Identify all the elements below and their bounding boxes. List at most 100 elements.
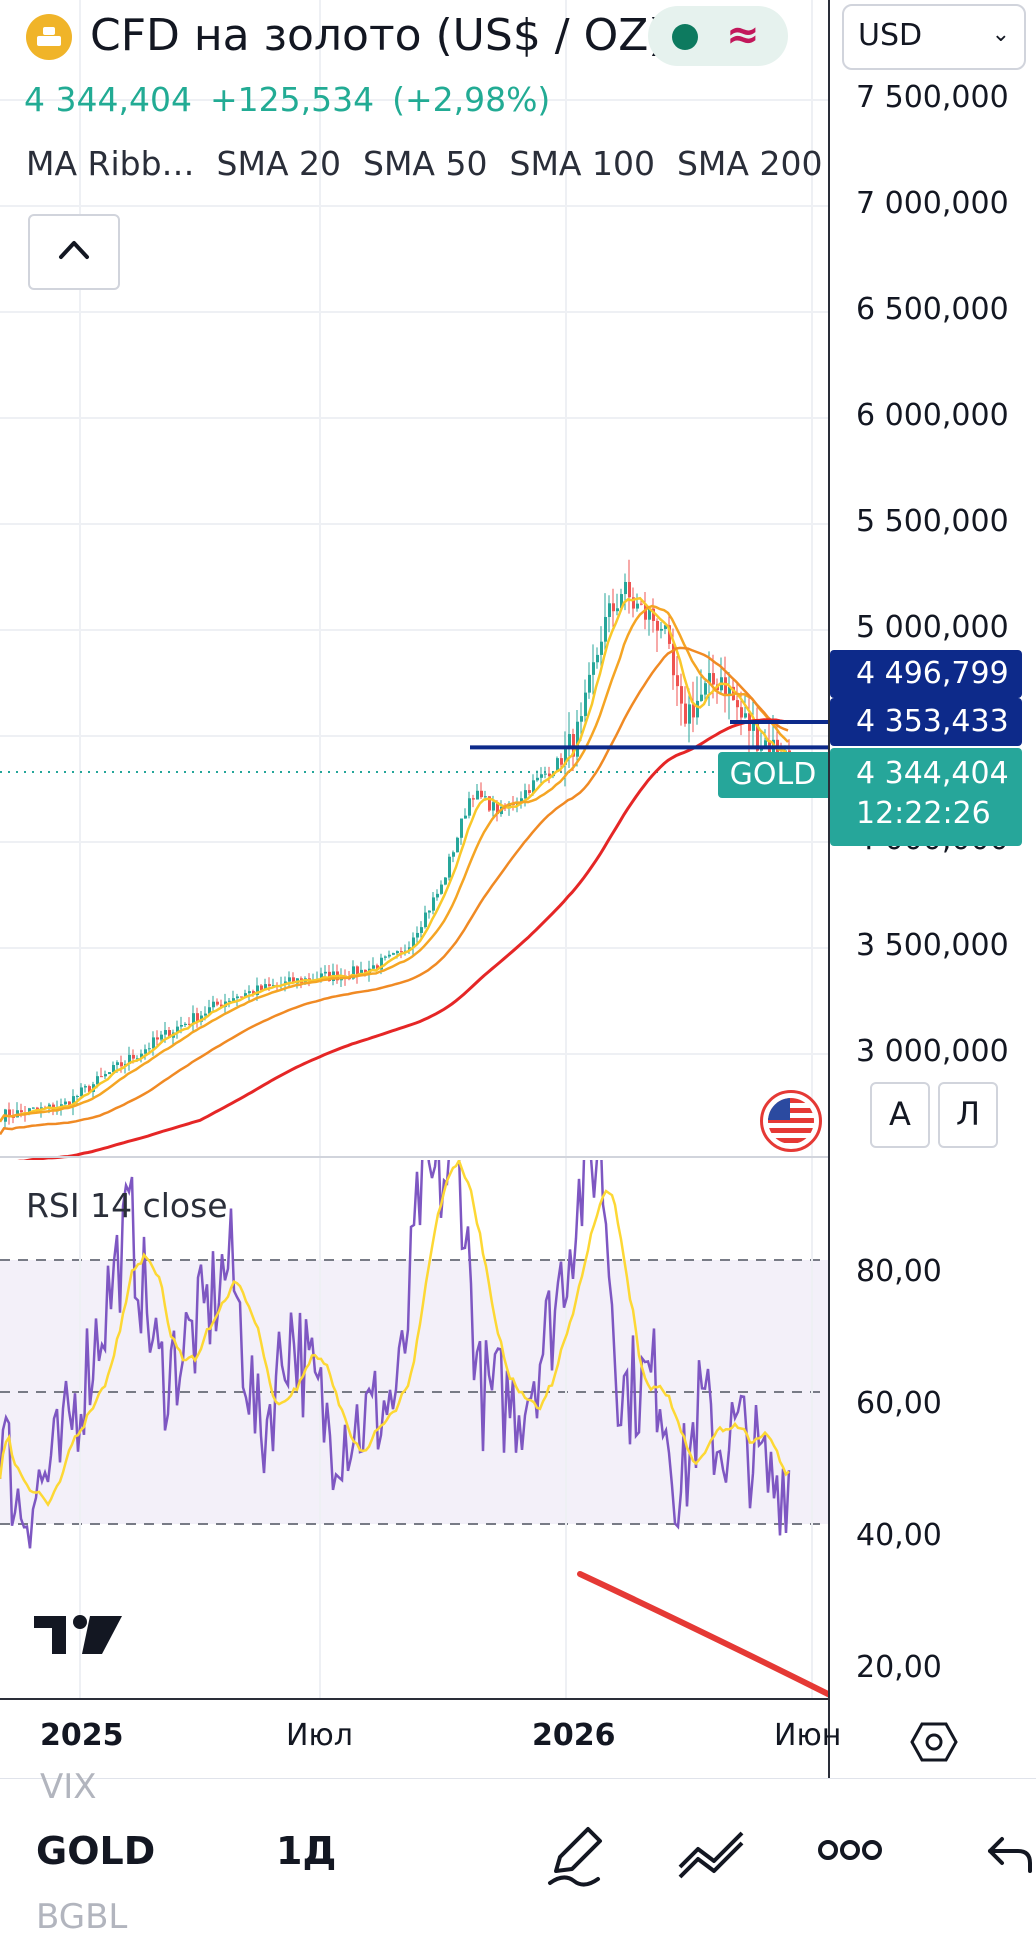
candle: [656, 620, 659, 631]
candle: [164, 1030, 167, 1035]
candle: [132, 1054, 135, 1059]
candle: [20, 1110, 23, 1113]
candle: [488, 796, 491, 811]
rsi-chart-svg[interactable]: [0, 1160, 828, 1700]
candle: [532, 780, 535, 793]
candle: [708, 673, 711, 684]
indicator-sma-20[interactable]: SMA 20: [216, 144, 342, 183]
chart-settings-icon[interactable]: [910, 1720, 958, 1768]
rsi-axis-tick: 60,00: [856, 1386, 942, 1421]
candle: [604, 616, 607, 642]
rsi-axis-tick: 40,00: [856, 1518, 942, 1553]
candle: [372, 965, 375, 969]
candle: [128, 1054, 131, 1064]
candle: [64, 1101, 67, 1105]
candle: [36, 1107, 39, 1110]
candle: [612, 603, 615, 612]
candle: [508, 803, 511, 809]
symbol-price-tag: GOLD: [718, 752, 828, 798]
trend-line-drawing: [577, 1571, 828, 1698]
time-axis[interactable]: [0, 1700, 828, 1778]
candle: [480, 790, 483, 798]
price-axis-tick: 5 500,000: [856, 504, 1009, 539]
candle: [48, 1104, 51, 1108]
indicators-button[interactable]: [676, 1827, 748, 1883]
collapse-legend-button[interactable]: [28, 214, 120, 290]
candle: [192, 1013, 195, 1025]
indicator-sma-50[interactable]: SMA 50: [363, 144, 488, 183]
candle: [80, 1087, 83, 1097]
candle: [148, 1048, 151, 1050]
candle: [76, 1096, 79, 1098]
candle: [236, 996, 239, 999]
drawing-tools-button[interactable]: [544, 1823, 608, 1891]
price-axis-tick: 3 000,000: [856, 1034, 1009, 1069]
candle: [568, 734, 571, 748]
candle: [292, 977, 295, 984]
candle: [384, 956, 387, 958]
candle: [460, 818, 463, 838]
candle: [84, 1086, 87, 1088]
us-flag-icon[interactable]: [760, 1090, 822, 1152]
candle: [496, 802, 499, 815]
candle: [324, 971, 327, 974]
status-badges[interactable]: ≈: [648, 6, 788, 66]
rsi-indicator-title[interactable]: RSI 14 close: [26, 1186, 228, 1225]
candle: [596, 654, 599, 663]
candle: [600, 641, 603, 655]
candle: [624, 581, 627, 595]
time-axis-border: [0, 1698, 828, 1700]
candle: [260, 985, 263, 991]
candle: [88, 1086, 91, 1092]
price-summary: 4 344,404 +125,534 (+2,98%): [24, 80, 568, 119]
interval-button[interactable]: 1Д: [276, 1829, 337, 1873]
currency-select[interactable]: USD ⌄: [842, 4, 1026, 70]
candle: [240, 996, 243, 998]
candle: [668, 625, 671, 644]
sma-50-line: [0, 604, 789, 1123]
sma-100-line: [0, 646, 789, 1136]
candle: [112, 1065, 115, 1073]
price-axis-border: [828, 0, 830, 1778]
indicator-sma-100[interactable]: SMA 100: [509, 144, 655, 183]
indicator-ma-ribbon[interactable]: MA Ribb…: [26, 144, 195, 183]
candle: [556, 758, 559, 772]
candle: [140, 1053, 143, 1059]
more-options-button[interactable]: [818, 1837, 882, 1867]
candle: [524, 790, 527, 799]
watchlist-prev-symbol[interactable]: VIX: [40, 1767, 97, 1807]
candle: [436, 893, 439, 898]
candle: [456, 837, 459, 853]
candle: [608, 603, 611, 617]
symbol-title[interactable]: CFD на золото (US$ / OZ): [90, 10, 666, 61]
symbol-button[interactable]: GOLD: [36, 1829, 156, 1873]
candle: [564, 747, 567, 765]
candle: [188, 1023, 191, 1025]
candle: [320, 973, 323, 980]
price-change: +125,534: [209, 80, 375, 119]
log-scale-button[interactable]: Л: [938, 1082, 998, 1148]
candle: [96, 1076, 99, 1085]
candle: [712, 673, 715, 685]
candle: [216, 1001, 219, 1005]
auto-scale-button[interactable]: A: [870, 1082, 930, 1148]
pane-divider[interactable]: [0, 1156, 828, 1158]
indicator-sma-200[interactable]: SMA 200: [676, 144, 823, 183]
candle: [484, 796, 487, 798]
candle: [652, 608, 655, 621]
main-chart-plot[interactable]: [0, 0, 828, 1160]
candle: [376, 965, 379, 970]
candle: [440, 884, 443, 894]
candle: [672, 643, 675, 676]
watchlist-next-symbol[interactable]: BGBL: [36, 1897, 128, 1937]
undo-button[interactable]: [984, 1833, 1032, 1877]
candle: [688, 704, 691, 724]
rsi-line: [0, 1160, 791, 1549]
candle: [204, 1013, 207, 1016]
candle: [12, 1116, 15, 1118]
candle: [680, 686, 683, 704]
candle: [168, 1030, 171, 1038]
candle: [684, 703, 687, 724]
rsi-chart-plot[interactable]: [0, 1160, 828, 1700]
price-chart-svg[interactable]: [0, 0, 828, 1160]
